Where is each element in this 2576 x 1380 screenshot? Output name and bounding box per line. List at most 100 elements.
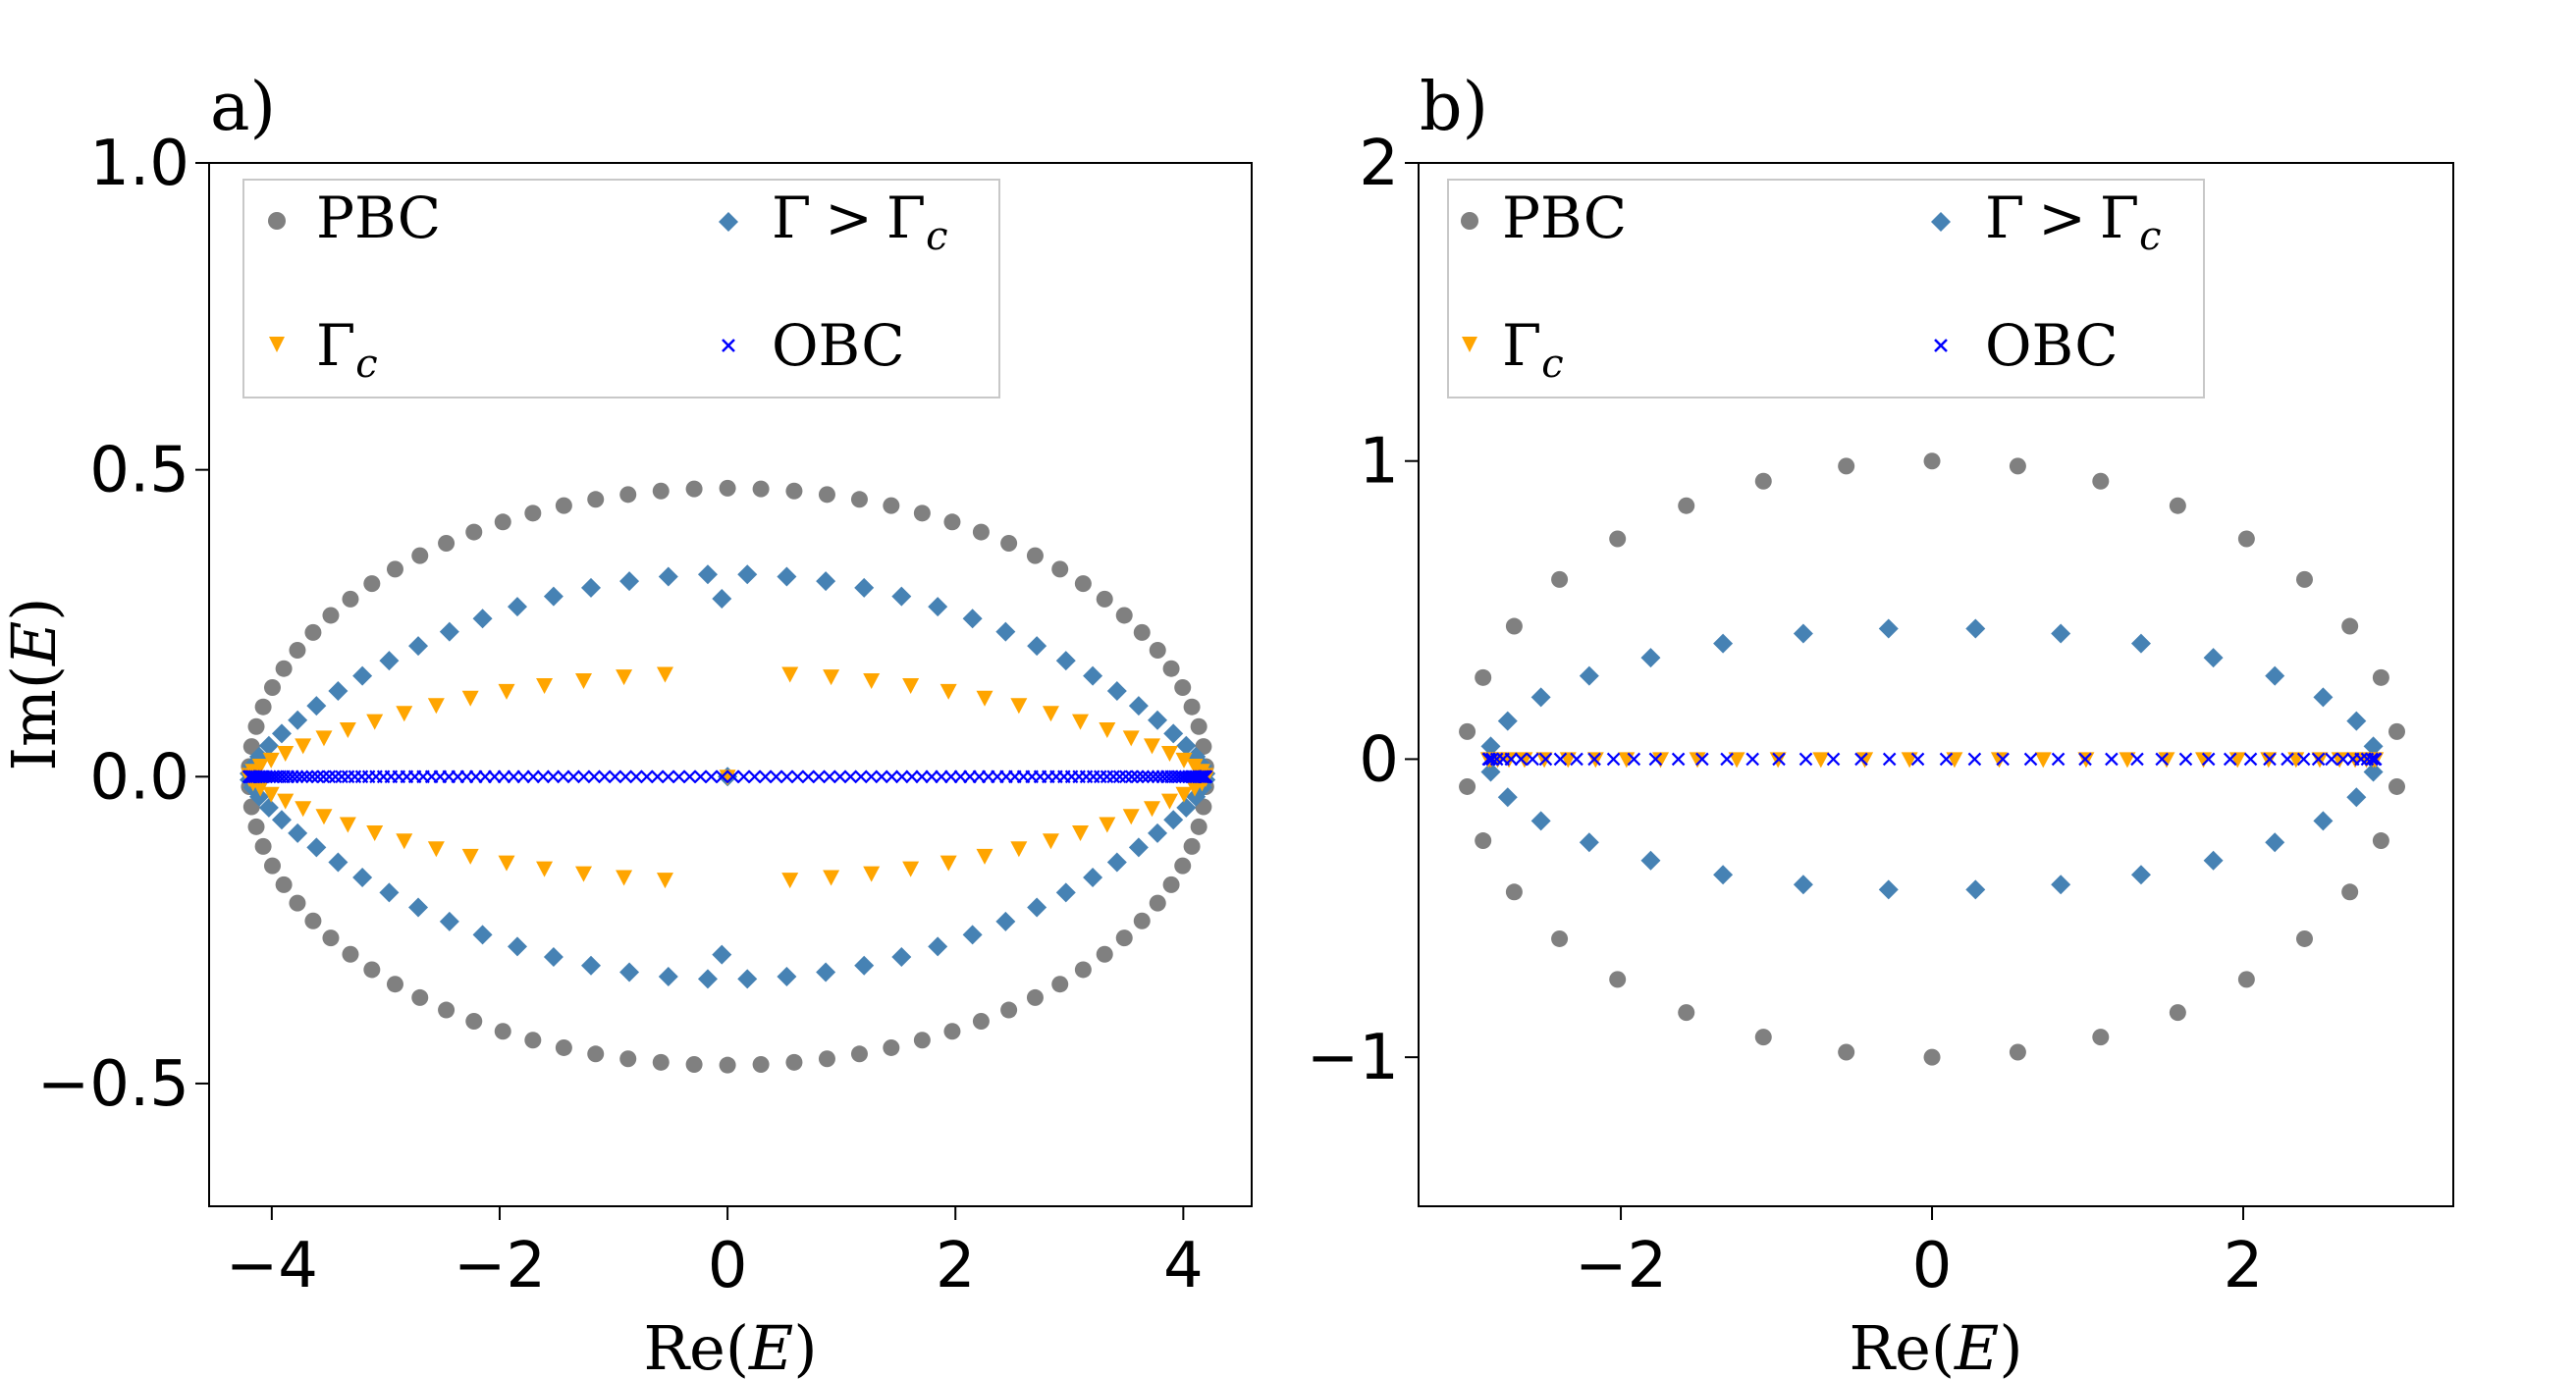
legend-label-gamma-gt: Γ > Γc bbox=[772, 185, 948, 259]
series-x-a bbox=[242, 770, 1213, 784]
point-diamond bbox=[2051, 623, 2071, 644]
point-circle bbox=[494, 513, 511, 531]
point-circle bbox=[275, 876, 293, 893]
point-triangle-down bbox=[2119, 752, 2136, 769]
point-triangle-down bbox=[2195, 752, 2213, 769]
point-diamond bbox=[2313, 811, 2334, 831]
point-diamond bbox=[472, 609, 493, 629]
point-x bbox=[725, 770, 740, 784]
point-x bbox=[299, 770, 314, 784]
point-diamond bbox=[712, 588, 732, 609]
point-x bbox=[1130, 770, 1145, 784]
point-circle bbox=[1074, 961, 1092, 979]
point-diamond bbox=[1480, 736, 1501, 757]
point-triangle-down bbox=[1856, 752, 1874, 769]
point-x bbox=[618, 770, 633, 784]
point-diamond bbox=[619, 962, 640, 982]
x-tick-label: −2 bbox=[454, 1230, 546, 1302]
point-diamond bbox=[1713, 633, 1734, 654]
x-axis-label-b: Re(E) bbox=[1849, 1312, 2022, 1380]
point-triangle-down bbox=[1099, 817, 1116, 833]
point-circle bbox=[972, 523, 990, 541]
point-circle bbox=[1678, 1004, 1695, 1022]
point-triangle-down bbox=[976, 690, 993, 707]
point-x bbox=[259, 770, 274, 784]
y-tick-label: 1.0 bbox=[89, 128, 189, 200]
point-triangle-down bbox=[295, 801, 312, 818]
point-x bbox=[1504, 752, 1519, 767]
point-x bbox=[758, 770, 773, 784]
point-diamond bbox=[1579, 832, 1599, 853]
point-circle bbox=[913, 504, 931, 522]
point-x bbox=[546, 770, 561, 784]
point-triangle-down bbox=[902, 677, 920, 694]
point-circle bbox=[1183, 698, 1201, 716]
point-x bbox=[854, 770, 868, 784]
ticks-a: −4 −2 0 2 4 −0.5 0.0 0.5 1.0 bbox=[37, 128, 1204, 1302]
point-x bbox=[650, 770, 665, 784]
point-circle bbox=[1551, 929, 1569, 947]
point-circle bbox=[1149, 894, 1166, 912]
point-circle bbox=[465, 523, 483, 541]
point-circle bbox=[1096, 590, 1113, 608]
point-diamond bbox=[1106, 852, 1127, 873]
y-tick-label: 0.5 bbox=[89, 435, 189, 507]
point-diamond bbox=[508, 936, 528, 957]
y-tick-label: −0.5 bbox=[37, 1048, 189, 1121]
point-x bbox=[875, 770, 888, 784]
panel-a: −4 −2 0 2 4 −0.5 0.0 0.5 1.0 a) Re(E) Im(E) PBC … bbox=[0, 69, 1253, 1380]
x-tick-label: −2 bbox=[1575, 1230, 1667, 1302]
point-triangle-down bbox=[1689, 752, 1706, 769]
point-diamond bbox=[1055, 882, 1076, 903]
point-diamond bbox=[306, 696, 327, 717]
y-tick-label: −1 bbox=[1307, 1022, 1399, 1094]
point-triangle-down bbox=[823, 669, 840, 686]
point-triangle-down bbox=[461, 848, 479, 865]
point-x bbox=[536, 770, 551, 784]
point-circle bbox=[2092, 1029, 2110, 1046]
point-diamond bbox=[697, 969, 718, 989]
point-circle bbox=[1551, 570, 1569, 588]
point-x bbox=[557, 770, 570, 784]
point-circle bbox=[386, 976, 403, 993]
legend-frame-a bbox=[242, 179, 1000, 398]
point-triangle-down bbox=[262, 752, 280, 769]
point-triangle-down bbox=[1175, 786, 1193, 803]
point-x bbox=[290, 770, 304, 784]
point-x bbox=[526, 770, 540, 784]
point-circle bbox=[2237, 530, 2255, 548]
point-diamond bbox=[854, 955, 875, 976]
point-diamond bbox=[928, 936, 948, 957]
point-x bbox=[566, 770, 580, 784]
point-x bbox=[2243, 752, 2258, 767]
point-diamond bbox=[712, 944, 732, 965]
point-x bbox=[295, 770, 309, 784]
point-triangle-down bbox=[277, 793, 295, 810]
point-circle bbox=[1162, 660, 1180, 677]
point-circle bbox=[342, 945, 359, 963]
point-diamond bbox=[1878, 879, 1899, 900]
point-x bbox=[1910, 752, 1925, 767]
point-triangle-down bbox=[427, 841, 445, 858]
point-triangle-down bbox=[1186, 759, 1204, 775]
point-triangle-down bbox=[1122, 730, 1140, 747]
point-diamond bbox=[1083, 665, 1103, 686]
point-circle bbox=[752, 480, 770, 498]
legend-marker-gamma-c bbox=[1462, 337, 1477, 352]
point-triangle-down bbox=[719, 770, 736, 786]
point-x bbox=[671, 770, 686, 784]
point-x bbox=[322, 770, 337, 784]
point-diamond bbox=[1793, 623, 1813, 644]
point-circle bbox=[411, 988, 429, 1006]
legend-marker-obc bbox=[1934, 339, 1948, 352]
point-triangle-down bbox=[2034, 752, 2052, 769]
point-triangle-down bbox=[1175, 752, 1193, 769]
legend-marker-pbc bbox=[268, 212, 286, 230]
point-circle bbox=[363, 961, 381, 979]
point-x bbox=[1526, 752, 1539, 767]
point-circle bbox=[1190, 717, 1208, 735]
point-circle bbox=[652, 1053, 670, 1071]
point-x bbox=[1119, 770, 1133, 784]
point-circle bbox=[2169, 1004, 2186, 1022]
